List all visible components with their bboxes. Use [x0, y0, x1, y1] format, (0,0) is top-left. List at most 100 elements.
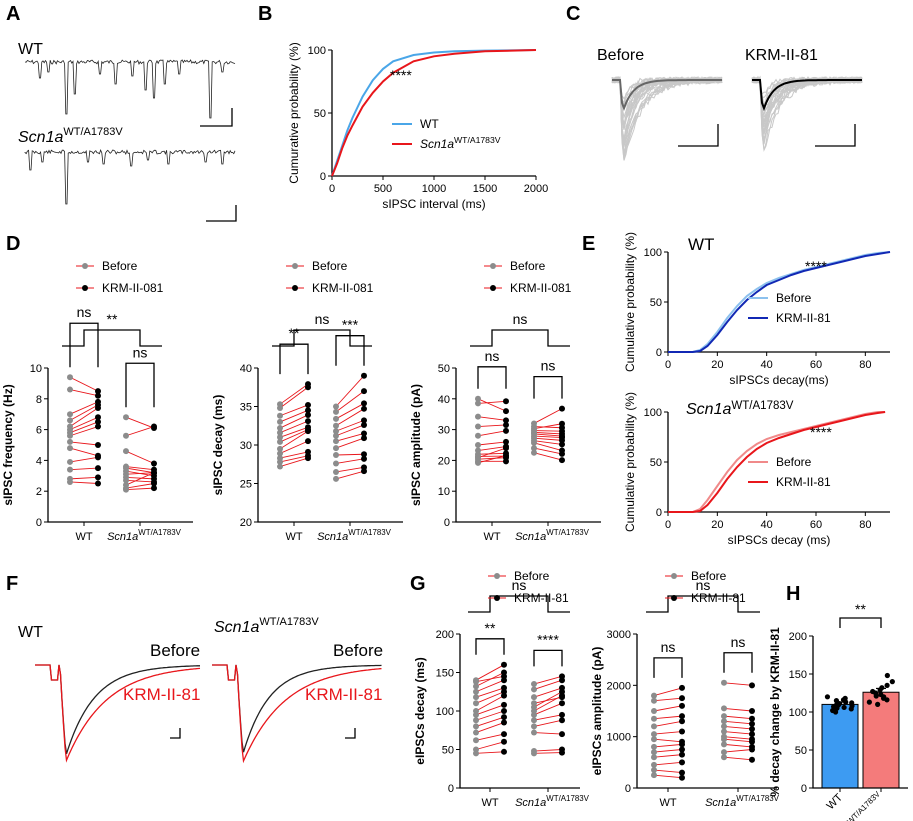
- before-point: [475, 459, 481, 466]
- after-point: [95, 442, 101, 448]
- x-tick-label: 0: [329, 183, 335, 195]
- group-bracket: [468, 595, 570, 613]
- after-point: [749, 746, 755, 753]
- after-point: [305, 428, 311, 435]
- pair-line: [69, 467, 99, 471]
- data-point: [849, 700, 855, 706]
- legend-label: KRM-II-81: [514, 591, 569, 605]
- legend-marker: [671, 595, 677, 601]
- after-point: [501, 719, 507, 726]
- y-axis-label: Cumulative probability (%): [623, 392, 637, 532]
- pair-line: [723, 682, 753, 686]
- y-tick-label: 0: [656, 347, 662, 359]
- before-point: [333, 445, 339, 452]
- series-line-2: [668, 251, 891, 353]
- pair-line: [477, 424, 507, 427]
- before-point: [531, 723, 537, 730]
- pair-line: [723, 707, 753, 712]
- a-mut-label: Scn1aWT/A1783V: [18, 126, 123, 146]
- y-tick-label: 50: [438, 363, 450, 375]
- pair-line: [653, 769, 683, 774]
- pair-line: [723, 743, 753, 748]
- after-point: [361, 451, 367, 458]
- pair-line: [125, 472, 155, 486]
- pair-line: [279, 386, 309, 409]
- y-axis-label: sIPSC decay (ms): [211, 395, 225, 496]
- before-point: [473, 688, 479, 695]
- significance: ns: [77, 304, 92, 320]
- x-tick-label: WT: [285, 531, 302, 543]
- pair-line: [69, 407, 99, 427]
- data-point: [879, 685, 885, 691]
- pair-line: [653, 761, 683, 766]
- pair-line: [475, 733, 505, 741]
- after-point: [749, 715, 755, 722]
- legend-label: KRM-II-81: [776, 311, 831, 325]
- before-point: [651, 715, 657, 722]
- before-point: [473, 729, 479, 736]
- pair-line: [69, 456, 99, 463]
- before-point: [333, 422, 339, 429]
- legend-label: KRM-II-081: [510, 281, 572, 295]
- panel-label-a: A: [6, 3, 20, 25]
- bracket: [475, 638, 505, 655]
- y-tick-label: 100: [436, 706, 454, 718]
- pair-line: [477, 446, 507, 451]
- before-point: [531, 717, 537, 724]
- after-point: [559, 405, 565, 412]
- x-tick-label: Scn1aWT/A1783V: [317, 528, 392, 543]
- x-tick-label: 80: [859, 359, 871, 371]
- pair-line: [723, 738, 753, 743]
- pair-line: [279, 430, 309, 450]
- before-point: [721, 723, 727, 730]
- after-point: [501, 701, 507, 708]
- group-bracket: [62, 329, 162, 347]
- f-mut-label: Scn1aWT/A1783V: [214, 616, 319, 636]
- pair-line: [533, 719, 563, 727]
- after-point: [95, 480, 101, 487]
- after-point: [679, 695, 685, 702]
- axis-lines: [257, 368, 403, 523]
- legend-label: Before: [312, 259, 348, 273]
- y-axis-label: Cumulative probability (%): [623, 232, 637, 372]
- legend-label: Scn1aWT/A1783V: [420, 135, 501, 151]
- significance: ns: [541, 358, 556, 374]
- y-tick-label: 4: [36, 455, 42, 467]
- pair-line: [477, 455, 507, 464]
- pair-line: [653, 749, 683, 753]
- pair-line: [335, 458, 365, 464]
- before-point: [531, 681, 537, 688]
- pair-line: [533, 732, 563, 735]
- significance: ns: [485, 348, 500, 364]
- pair-line: [723, 715, 753, 720]
- c-scale-bar-1: [678, 124, 719, 147]
- before-point: [721, 728, 727, 735]
- y-tick-label: 0: [448, 783, 454, 795]
- pair-line: [69, 447, 99, 457]
- y-tick-label: 100: [644, 247, 662, 259]
- c-trace: [751, 76, 863, 110]
- series-line-1: [331, 49, 537, 177]
- y-axis-label: sIPSC amplitude (pA): [409, 384, 423, 506]
- before-point: [475, 395, 481, 402]
- before-point: [333, 460, 339, 467]
- pair-line: [335, 437, 365, 449]
- chart-G2: 0 1000 2000 3000 WT Scn1aWT/A1783V eIPSCs ampl…: [590, 569, 780, 809]
- pair-line: [125, 466, 155, 471]
- before-point: [721, 713, 727, 720]
- before-point: [67, 411, 73, 418]
- bracket: [279, 343, 309, 375]
- pair-line: [477, 400, 507, 404]
- pair-line: [533, 430, 563, 432]
- before-point: [123, 448, 129, 455]
- bracket: [533, 376, 563, 399]
- pair-line: [477, 457, 507, 460]
- a-scale-bar-2: [206, 205, 237, 222]
- a-mut-trace: [24, 148, 236, 205]
- before-point: [277, 434, 283, 441]
- y-tick-label: 50: [314, 108, 326, 120]
- pair-line: [533, 447, 563, 455]
- panel-f: WT Scn1aWT/A1783V Before KRM-II-81 Befor…: [18, 616, 383, 764]
- after-point: [501, 677, 507, 684]
- after-point: [559, 692, 565, 699]
